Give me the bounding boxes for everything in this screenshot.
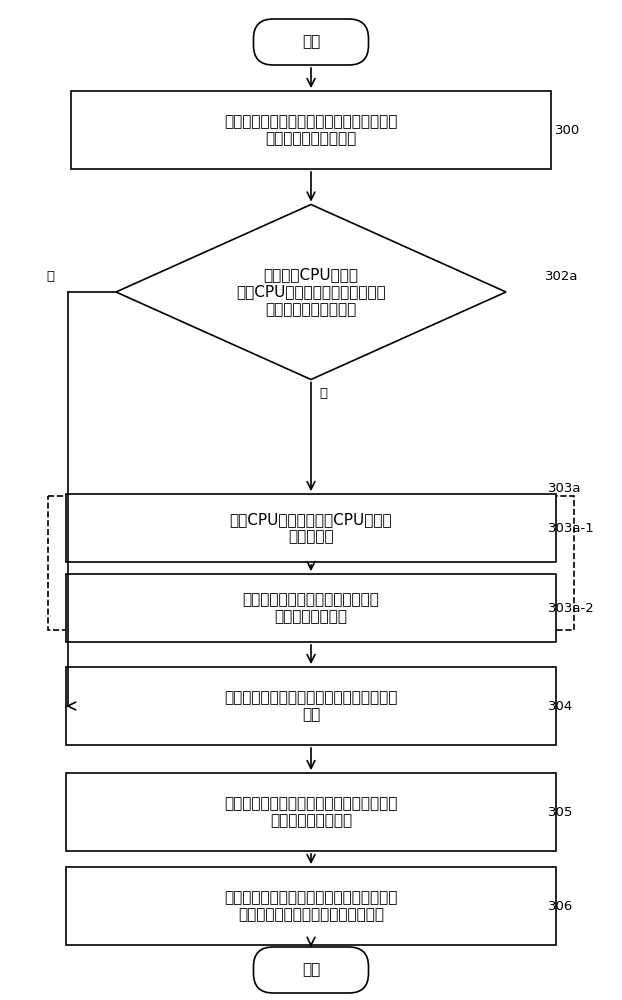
Text: 303a: 303a: [548, 482, 582, 494]
Bar: [66, 667, 556, 745]
Text: 判断是否CPU占用率
大于CPU占用率阈值，且内存占用
率小于内存占用率阈值: 判断是否CPU占用率 大于CPU占用率阈值，且内存占用 率小于内存占用率阈值: [236, 267, 386, 317]
Text: 基于每个存储节点的存储空间剩余率确定每
个存储节点的基础权重: 基于每个存储节点的存储空间剩余率确定每 个存储节点的基础权重: [225, 114, 397, 146]
Text: 将存储节点的基础权重作为存储节点的目标
权重: 将存储节点的基础权重作为存储节点的目标 权重: [225, 690, 397, 722]
Bar: [66, 494, 556, 562]
Text: 302a: 302a: [545, 270, 578, 284]
Text: 303a-1: 303a-1: [548, 522, 595, 534]
Bar: [66, 574, 556, 642]
Text: 计算CPU占用率阈值与CPU占用率
之间的比值: 计算CPU占用率阈值与CPU占用率 之间的比值: [230, 512, 392, 544]
Text: 否: 否: [46, 270, 54, 284]
Text: 获取优先级区间序列中优先级最高的区间对
应的存储节点，作为数据写入的节点: 获取优先级区间序列中优先级最高的区间对 应的存储节点，作为数据写入的节点: [225, 890, 397, 922]
FancyBboxPatch shape: [254, 19, 368, 65]
Text: 303a-2: 303a-2: [548, 601, 595, 614]
Bar: [66, 773, 556, 851]
Polygon shape: [116, 205, 506, 379]
Text: 305: 305: [548, 806, 573, 818]
Text: 304: 304: [548, 700, 573, 712]
Bar: [66, 867, 556, 945]
Text: 是: 是: [319, 387, 327, 400]
Text: 开始: 开始: [302, 34, 320, 49]
Text: 结束: 结束: [302, 962, 320, 978]
Text: 300: 300: [555, 123, 580, 136]
FancyBboxPatch shape: [254, 947, 368, 993]
Bar: [71, 91, 551, 169]
Text: 将比值作为修正参数对存储节点的
基础权重进行修改: 将比值作为修正参数对存储节点的 基础权重进行修改: [243, 592, 379, 624]
Bar: [48, 496, 574, 630]
Text: 根据全部存储节点的目标权重，构成存储节
点的优先级区间序列: 根据全部存储节点的目标权重，构成存储节 点的优先级区间序列: [225, 796, 397, 828]
Text: 306: 306: [548, 900, 573, 912]
